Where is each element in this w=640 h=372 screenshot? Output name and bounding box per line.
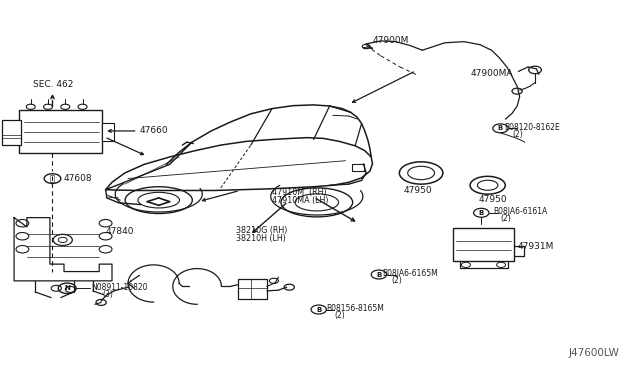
FancyBboxPatch shape <box>2 120 21 145</box>
Text: 38210H (LH): 38210H (LH) <box>236 234 285 243</box>
Text: Ⓝ: Ⓝ <box>50 174 55 183</box>
FancyBboxPatch shape <box>453 228 514 261</box>
Text: 47950: 47950 <box>403 186 432 195</box>
Text: 47840: 47840 <box>106 227 134 236</box>
FancyBboxPatch shape <box>19 110 102 153</box>
Text: 47660: 47660 <box>140 126 168 135</box>
Text: B08JA6-6165M: B08JA6-6165M <box>383 269 438 278</box>
FancyBboxPatch shape <box>238 279 267 299</box>
Text: N08911-10820: N08911-10820 <box>91 283 147 292</box>
Text: B: B <box>316 307 321 312</box>
Text: B: B <box>376 272 381 278</box>
Text: (2): (2) <box>512 130 523 139</box>
Text: B08156-8165M: B08156-8165M <box>326 304 384 312</box>
Text: 47950: 47950 <box>479 195 508 203</box>
Text: SEC. 462: SEC. 462 <box>33 80 74 89</box>
Text: J47600LW: J47600LW <box>569 348 620 358</box>
Text: 47910M  (RH): 47910M (RH) <box>272 188 326 197</box>
Text: 47931M: 47931M <box>517 242 554 251</box>
Text: (2): (2) <box>500 214 511 223</box>
Text: 47608: 47608 <box>64 174 93 183</box>
Text: B: B <box>479 210 484 216</box>
Text: 47910MA (LH): 47910MA (LH) <box>272 196 328 205</box>
Text: (2): (2) <box>392 276 403 285</box>
Text: N: N <box>64 285 70 291</box>
Text: 38210G (RH): 38210G (RH) <box>236 226 287 235</box>
Text: (3): (3) <box>102 290 113 299</box>
Text: (2): (2) <box>334 311 345 320</box>
Text: 47900M: 47900M <box>372 36 409 45</box>
Text: B08JA6-6161A: B08JA6-6161A <box>493 207 547 216</box>
Text: B08120-8162E: B08120-8162E <box>504 123 560 132</box>
FancyBboxPatch shape <box>102 123 114 141</box>
FancyBboxPatch shape <box>352 164 364 171</box>
Text: 47900MA: 47900MA <box>470 69 513 78</box>
Text: B: B <box>498 125 503 131</box>
